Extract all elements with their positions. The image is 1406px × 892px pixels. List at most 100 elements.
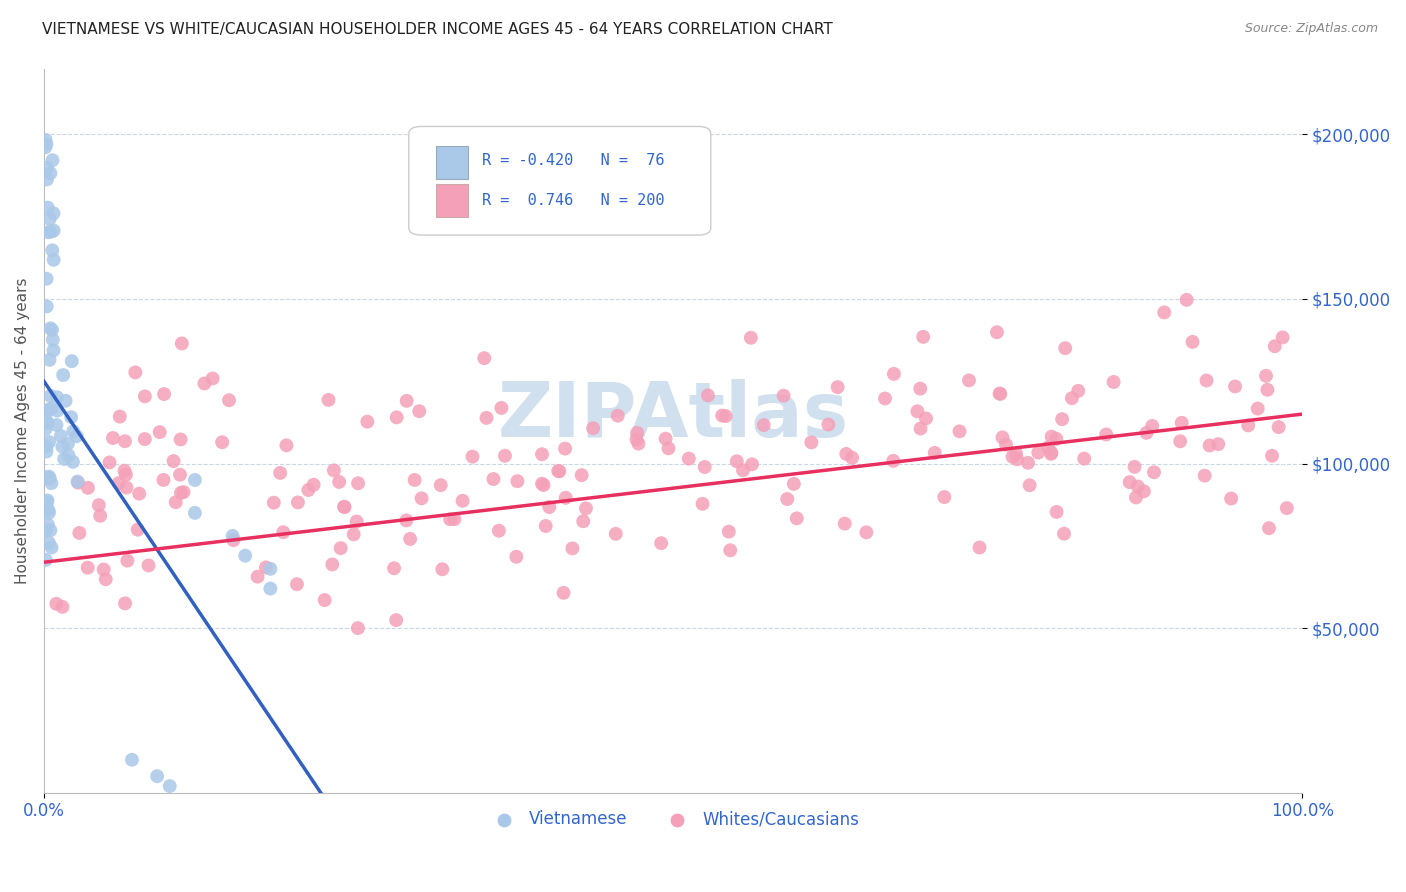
Point [37, 493, 59, 508]
Point [1247, 401, 1270, 416]
Point [693, 460, 716, 475]
Point [37, 402, 59, 417]
Point [222, 533, 245, 548]
Point [443, 512, 465, 526]
Point [346, 515, 368, 529]
Point [1254, 368, 1277, 383]
Point [905, 404, 928, 418]
Point [1036, 441, 1059, 455]
Point [259, 562, 281, 576]
Point [678, 451, 700, 466]
Point [77, 481, 100, 495]
Point [786, 511, 808, 525]
Point [56, 437, 79, 451]
Point [37, 517, 59, 532]
Point [138, 558, 160, 573]
Point [429, 478, 451, 492]
Point [62, 425, 84, 439]
Point [491, 401, 513, 415]
Point [934, 490, 956, 504]
Point [1271, 330, 1294, 344]
Point [101, 431, 124, 445]
Point [184, 473, 207, 487]
Point [957, 373, 980, 387]
Point [285, 577, 308, 591]
Point [711, 409, 734, 423]
Point [117, 554, 139, 568]
Point [35, 172, 58, 186]
Point [55, 393, 77, 408]
Point [170, 336, 193, 351]
Point [124, 365, 146, 379]
Point [1258, 521, 1281, 535]
Point [149, 425, 172, 439]
Point [657, 442, 679, 456]
Point [246, 569, 269, 583]
Point [67, 525, 90, 540]
Point [697, 388, 720, 402]
Point [329, 541, 352, 556]
Point [472, 351, 495, 366]
Point [482, 472, 505, 486]
Text: R = -0.420   N =  76: R = -0.420 N = 76 [482, 153, 664, 168]
Point [51, 440, 73, 454]
Point [740, 331, 762, 345]
Point [1256, 383, 1278, 397]
Point [218, 393, 240, 408]
Point [382, 561, 405, 575]
Point [475, 410, 498, 425]
Point [107, 476, 129, 491]
Point [582, 421, 605, 435]
Point [53, 451, 76, 466]
Point [87, 498, 110, 512]
Point [35, 524, 58, 538]
Point [1170, 416, 1192, 430]
Point [34, 133, 56, 147]
Point [1195, 374, 1218, 388]
Point [725, 454, 748, 468]
Y-axis label: Householder Income Ages 45 - 64 years: Householder Income Ages 45 - 64 years [15, 277, 30, 584]
Point [221, 529, 243, 543]
Point [45, 597, 67, 611]
Point [1261, 449, 1284, 463]
Point [1142, 418, 1164, 433]
Point [128, 486, 150, 500]
Point [1005, 452, 1028, 467]
Point [314, 593, 336, 607]
Point [1198, 438, 1220, 452]
Point [1050, 412, 1073, 426]
Point [201, 371, 224, 385]
Point [488, 524, 510, 538]
Point [127, 523, 149, 537]
Point [1040, 446, 1063, 460]
Point [343, 527, 366, 541]
Point [533, 478, 555, 492]
Point [395, 393, 418, 408]
Point [108, 409, 131, 424]
Text: R =  0.746   N = 200: R = 0.746 N = 200 [482, 193, 664, 208]
Point [530, 447, 553, 461]
Point [1206, 437, 1229, 451]
FancyBboxPatch shape [409, 127, 711, 235]
Point [333, 500, 356, 515]
Point [654, 432, 676, 446]
Point [302, 477, 325, 491]
Point [347, 476, 370, 491]
Point [1018, 478, 1040, 492]
Point [439, 512, 461, 526]
Point [38, 352, 60, 367]
Point [1102, 375, 1125, 389]
Point [626, 425, 648, 440]
Point [276, 438, 298, 452]
Text: ZIPAtlas: ZIPAtlas [498, 379, 849, 453]
Point [159, 779, 181, 793]
Point [717, 524, 740, 539]
Point [606, 409, 628, 423]
Point [35, 444, 58, 458]
Point [94, 572, 117, 586]
Point [271, 525, 294, 540]
Point [41, 153, 63, 168]
Point [1264, 339, 1286, 353]
Point [1017, 456, 1039, 470]
Point [1060, 391, 1083, 405]
